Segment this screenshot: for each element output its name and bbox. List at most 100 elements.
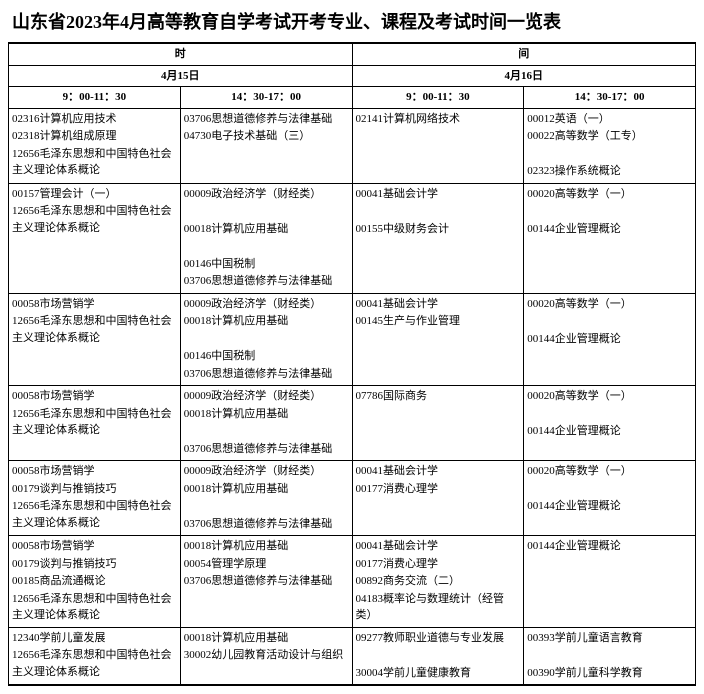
course-line: 00177消费心理学	[356, 556, 521, 573]
header-date-2: 4月16日	[352, 65, 696, 87]
course-line: 00018计算机应用基础	[184, 630, 349, 647]
course-line	[356, 203, 521, 220]
table-cell: 00009政治经济学（财经类）00018计算机应用基础 03706思想道德修养与…	[180, 386, 352, 461]
course-line	[527, 406, 692, 423]
course-line: 00185商品流通概论	[12, 573, 177, 590]
header-slot-4: 14：30-17：00	[524, 87, 696, 109]
header-time-2: 间	[352, 43, 696, 65]
table-cell: 00009政治经济学（财经类） 00018计算机应用基础 00146中国税制03…	[180, 183, 352, 293]
course-line: 00018计算机应用基础	[184, 406, 349, 423]
header-slot-2: 14：30-17：00	[180, 87, 352, 109]
table-cell: 12340学前儿童发展12656毛泽东思想和中国特色社会主义理论体系概论	[9, 627, 181, 685]
course-line: 02141计算机网络技术	[356, 111, 521, 128]
course-line: 30002幼儿园教育活动设计与组织	[184, 647, 349, 664]
course-line	[184, 203, 349, 220]
table-row: 00058市场营销学00179谈判与推销技巧12656毛泽东思想和中国特色社会主…	[9, 461, 696, 536]
schedule-table: 时 间 4月15日 4月16日 9：00-11：30 14：30-17：00 9…	[8, 42, 696, 686]
table-cell: 00144企业管理概论	[524, 536, 696, 628]
course-line: 12656毛泽东思想和中国特色社会主义理论体系概论	[12, 591, 177, 624]
table-cell: 02316计算机应用技术02318计算机组成原理12656毛泽东思想和中国特色社…	[9, 108, 181, 183]
header-slot-3: 9：00-11：30	[352, 87, 524, 109]
course-line: 03706思想道德修养与法律基础	[184, 441, 349, 458]
course-line: 00009政治经济学（财经类）	[184, 388, 349, 405]
course-line: 00041基础会计学	[356, 296, 521, 313]
course-line: 12340学前儿童发展	[12, 630, 177, 647]
course-line: 00144企业管理概论	[527, 221, 692, 238]
course-line	[527, 647, 692, 664]
table-cell: 00058市场营销学00179谈判与推销技巧00185商品流通概论12656毛泽…	[9, 536, 181, 628]
table-row: 00058市场营销学12656毛泽东思想和中国特色社会主义理论体系概论00009…	[9, 293, 696, 386]
course-line: 00020高等数学（一）	[527, 296, 692, 313]
course-line: 00009政治经济学（财经类）	[184, 186, 349, 203]
page-title: 山东省2023年4月高等教育自学考试开考专业、课程及考试时间一览表	[8, 8, 696, 34]
course-line: 30004学前儿童健康教育	[356, 665, 521, 682]
table-cell: 00058市场营销学00179谈判与推销技巧12656毛泽东思想和中国特色社会主…	[9, 461, 181, 536]
course-line	[356, 647, 521, 664]
course-line: 00157管理会计（一）	[12, 186, 177, 203]
table-cell: 00393学前儿童语言教育 00390学前儿童科学教育	[524, 627, 696, 685]
course-line: 00020高等数学（一）	[527, 388, 692, 405]
course-line: 00018计算机应用基础	[184, 481, 349, 498]
course-line: 00146中国税制	[184, 256, 349, 273]
table-row: 02316计算机应用技术02318计算机组成原理12656毛泽东思想和中国特色社…	[9, 108, 696, 183]
course-line: 12656毛泽东思想和中国特色社会主义理论体系概论	[12, 313, 177, 346]
table-cell: 00058市场营销学12656毛泽东思想和中国特色社会主义理论体系概论	[9, 293, 181, 386]
course-line: 00155中级财务会计	[356, 221, 521, 238]
course-line: 00020高等数学（一）	[527, 463, 692, 480]
course-line: 02323操作系统概论	[527, 163, 692, 180]
header-date-1: 4月15日	[9, 65, 353, 87]
table-cell: 00020高等数学（一） 00144企业管理概论	[524, 386, 696, 461]
course-line: 00041基础会计学	[356, 463, 521, 480]
course-line	[184, 238, 349, 255]
course-line: 03706思想道德修养与法律基础	[184, 516, 349, 533]
course-line: 03706思想道德修养与法律基础	[184, 366, 349, 383]
header-time-1: 时	[9, 43, 353, 65]
course-line: 12656毛泽东思想和中国特色社会主义理论体系概论	[12, 203, 177, 236]
course-line: 03706思想道德修养与法律基础	[184, 111, 349, 128]
table-cell: 00012英语（一）00022高等数学（工专） 02323操作系统概论	[524, 108, 696, 183]
course-line	[184, 498, 349, 515]
header-slot-1: 9：00-11：30	[9, 87, 181, 109]
table-cell: 00041基础会计学 00155中级财务会计	[352, 183, 524, 293]
table-cell: 02141计算机网络技术	[352, 108, 524, 183]
table-cell: 00041基础会计学00145生产与作业管理	[352, 293, 524, 386]
course-line: 12656毛泽东思想和中国特色社会主义理论体系概论	[12, 498, 177, 531]
table-row: 12340学前儿童发展12656毛泽东思想和中国特色社会主义理论体系概论0001…	[9, 627, 696, 685]
course-line: 12656毛泽东思想和中国特色社会主义理论体系概论	[12, 406, 177, 439]
course-line	[184, 423, 349, 440]
course-line: 00179谈判与推销技巧	[12, 556, 177, 573]
table-row: 00058市场营销学00179谈判与推销技巧00185商品流通概论12656毛泽…	[9, 536, 696, 628]
course-line: 00020高等数学（一）	[527, 186, 692, 203]
course-line: 00009政治经济学（财经类）	[184, 463, 349, 480]
course-line: 09277教师职业道德与专业发展	[356, 630, 521, 647]
course-line: 00177消费心理学	[356, 481, 521, 498]
table-cell: 00018计算机应用基础30002幼儿园教育活动设计与组织	[180, 627, 352, 685]
course-line: 00058市场营销学	[12, 538, 177, 555]
course-line: 12656毛泽东思想和中国特色社会主义理论体系概论	[12, 146, 177, 179]
table-cell: 00009政治经济学（财经类）00018计算机应用基础 00146中国税制037…	[180, 293, 352, 386]
course-line: 00144企业管理概论	[527, 423, 692, 440]
course-line: 00009政治经济学（财经类）	[184, 296, 349, 313]
table-cell: 00009政治经济学（财经类）00018计算机应用基础 03706思想道德修养与…	[180, 461, 352, 536]
course-line: 00145生产与作业管理	[356, 313, 521, 330]
course-line: 00054管理学原理	[184, 556, 349, 573]
course-line: 03706思想道德修养与法律基础	[184, 573, 349, 590]
table-cell: 00041基础会计学00177消费心理学	[352, 461, 524, 536]
course-line: 00892商务交流（二）	[356, 573, 521, 590]
table-cell: 00157管理会计（一）12656毛泽东思想和中国特色社会主义理论体系概论	[9, 183, 181, 293]
course-line: 12656毛泽东思想和中国特色社会主义理论体系概论	[12, 647, 177, 680]
course-line: 00144企业管理概论	[527, 331, 692, 348]
course-line: 02316计算机应用技术	[12, 111, 177, 128]
course-line	[527, 313, 692, 330]
course-line: 02318计算机组成原理	[12, 128, 177, 145]
table-cell: 00020高等数学（一） 00144企业管理概论	[524, 293, 696, 386]
course-line: 00018计算机应用基础	[184, 313, 349, 330]
course-line: 00012英语（一）	[527, 111, 692, 128]
course-line: 00058市场营销学	[12, 296, 177, 313]
table-body: 02316计算机应用技术02318计算机组成原理12656毛泽东思想和中国特色社…	[9, 108, 696, 685]
table-row: 00058市场营销学12656毛泽东思想和中国特色社会主义理论体系概论00009…	[9, 386, 696, 461]
table-cell: 03706思想道德修养与法律基础04730电子技术基础（三）	[180, 108, 352, 183]
table-cell: 00020高等数学（一） 00144企业管理概论	[524, 183, 696, 293]
course-line: 00041基础会计学	[356, 538, 521, 555]
course-line: 04183概率论与数理统计（经管类）	[356, 591, 521, 624]
